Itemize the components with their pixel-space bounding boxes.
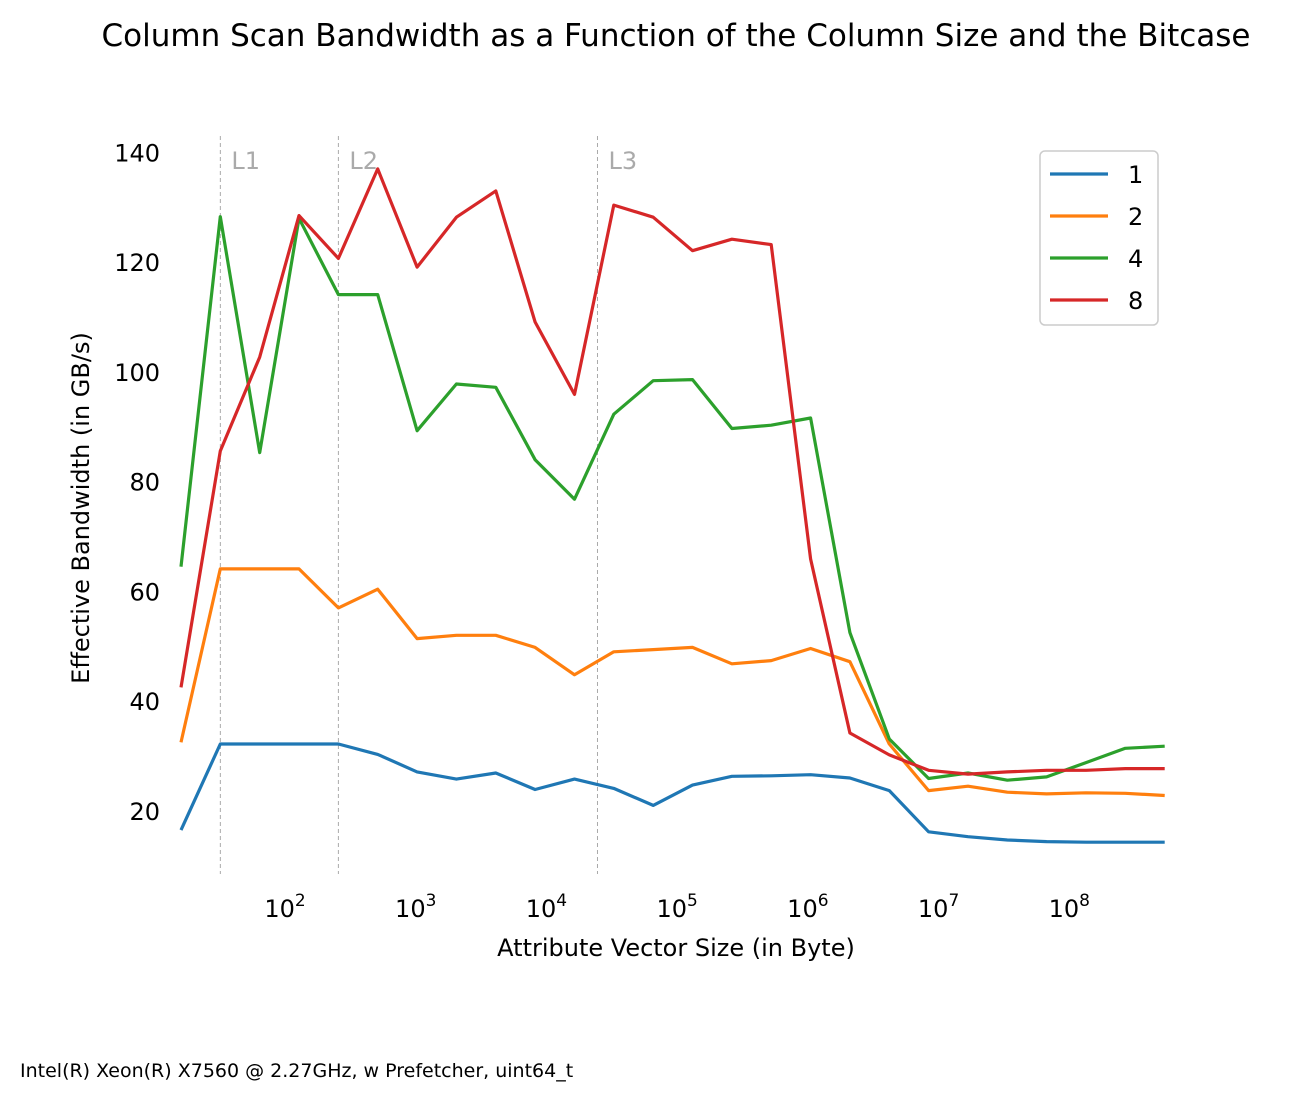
- legend-label-2: 2: [1128, 203, 1143, 231]
- x-tick-exponent: 2: [295, 891, 306, 911]
- y-tick-label: 100: [114, 359, 160, 387]
- x-tick-exponent: 8: [1079, 891, 1090, 911]
- series-line-1: [179, 742, 1165, 844]
- legend-label-4: 4: [1128, 245, 1143, 273]
- legend-items: 1 2 4 8: [1050, 161, 1143, 315]
- series-line-4: [179, 215, 1165, 782]
- x-tick-exponent: 6: [818, 891, 829, 911]
- x-tick-exponent: 4: [556, 891, 567, 911]
- legend: 1 2 4 8: [1039, 150, 1159, 326]
- x-tick-label: 102: [264, 891, 305, 923]
- x-tick-base: 10: [656, 895, 687, 923]
- x-tick-base: 10: [918, 895, 949, 923]
- legend-label-8: 8: [1128, 287, 1143, 315]
- legend-frame: [1039, 150, 1159, 326]
- x-tick-label: 108: [1049, 891, 1090, 923]
- x-tick-label: 103: [395, 891, 436, 923]
- x-tick-base: 10: [395, 895, 426, 923]
- y-axis: 20 40 60 80 100 120 140: [114, 139, 160, 825]
- y-tick-label: 140: [114, 139, 160, 167]
- x-tick-label: 104: [526, 891, 567, 923]
- footnote: Intel(R) Xeon(R) X7560 @ 2.27GHz, w Pref…: [20, 1060, 573, 1082]
- x-tick-base: 10: [264, 895, 295, 923]
- x-axis-label: Attribute Vector Size (in Byte): [497, 934, 855, 962]
- series-line-2: [179, 567, 1165, 798]
- y-tick-label: 80: [129, 469, 160, 497]
- cache-level-markers: L1 L2 L3: [219, 136, 637, 874]
- series-lines: [179, 167, 1165, 844]
- y-tick-label: 60: [129, 578, 160, 606]
- legend-label-1: 1: [1128, 161, 1143, 189]
- x-tick-label: 105: [656, 891, 697, 923]
- y-tick-label: 40: [129, 688, 160, 716]
- series-line-8: [179, 167, 1165, 776]
- chart-title: Column Scan Bandwidth as a Function of t…: [102, 18, 1251, 54]
- y-tick-label: 120: [114, 249, 160, 277]
- y-tick-label: 20: [129, 798, 160, 826]
- cache-marker-label-l1: L1: [231, 147, 260, 175]
- x-tick-exponent: 3: [426, 891, 437, 911]
- cache-marker-label-l2: L2: [349, 147, 378, 175]
- x-axis: 102 103 104 105 106 107 108: [264, 891, 1090, 923]
- x-tick-base: 10: [787, 895, 818, 923]
- cache-marker-label-l3: L3: [608, 147, 637, 175]
- x-tick-base: 10: [526, 895, 557, 923]
- x-tick-exponent: 5: [687, 891, 698, 911]
- y-axis-label: Effective Bandwidth (in GB/s): [67, 332, 95, 684]
- x-tick-label: 106: [787, 891, 828, 923]
- x-tick-exponent: 7: [948, 891, 959, 911]
- x-tick-base: 10: [1049, 895, 1080, 923]
- x-tick-label: 107: [918, 891, 959, 923]
